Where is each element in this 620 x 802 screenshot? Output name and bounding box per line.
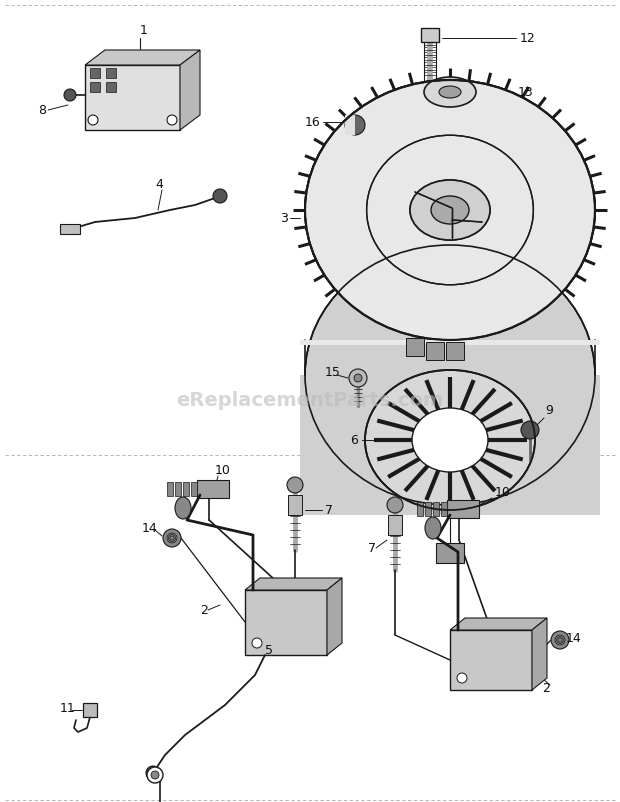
Bar xyxy=(425,502,431,516)
Bar xyxy=(417,502,423,516)
Bar xyxy=(83,703,97,717)
Text: 2: 2 xyxy=(542,682,550,695)
Ellipse shape xyxy=(424,77,476,107)
Circle shape xyxy=(64,89,76,101)
Ellipse shape xyxy=(305,80,595,340)
Ellipse shape xyxy=(431,196,469,224)
Bar xyxy=(421,28,439,42)
Polygon shape xyxy=(245,590,327,655)
Circle shape xyxy=(438,198,462,222)
Circle shape xyxy=(167,115,177,125)
Circle shape xyxy=(151,771,159,779)
Text: eReplacementParts.com: eReplacementParts.com xyxy=(176,391,444,410)
Bar xyxy=(388,515,402,535)
Ellipse shape xyxy=(410,180,490,240)
Text: 11: 11 xyxy=(60,702,76,715)
Ellipse shape xyxy=(175,497,191,519)
Text: 13: 13 xyxy=(518,86,534,99)
Circle shape xyxy=(345,115,365,135)
Circle shape xyxy=(387,497,403,513)
Bar xyxy=(433,502,439,516)
Bar xyxy=(90,68,100,78)
Text: 7: 7 xyxy=(368,541,376,554)
Bar xyxy=(446,342,464,360)
Polygon shape xyxy=(532,618,547,690)
Polygon shape xyxy=(450,630,532,690)
Bar xyxy=(406,338,424,356)
Polygon shape xyxy=(60,224,80,234)
Circle shape xyxy=(551,631,569,649)
Bar xyxy=(167,482,173,496)
Text: 16: 16 xyxy=(304,115,320,128)
Bar xyxy=(175,482,181,496)
Circle shape xyxy=(163,529,181,547)
Bar xyxy=(191,482,197,496)
Polygon shape xyxy=(327,578,342,655)
Text: 10: 10 xyxy=(495,485,511,499)
Circle shape xyxy=(457,673,467,683)
Text: 7: 7 xyxy=(325,504,333,516)
Circle shape xyxy=(252,638,262,648)
Text: 8: 8 xyxy=(38,103,46,116)
Circle shape xyxy=(349,369,367,387)
Text: 10: 10 xyxy=(215,464,231,476)
Circle shape xyxy=(147,767,163,783)
Circle shape xyxy=(354,374,362,382)
Polygon shape xyxy=(180,50,200,130)
Text: 14: 14 xyxy=(142,521,157,534)
Circle shape xyxy=(88,115,98,125)
Circle shape xyxy=(287,477,303,493)
Bar xyxy=(441,502,447,516)
Text: 5: 5 xyxy=(265,643,273,657)
Ellipse shape xyxy=(412,408,488,472)
Bar xyxy=(106,68,116,78)
Polygon shape xyxy=(85,50,200,65)
Circle shape xyxy=(521,421,539,439)
Bar xyxy=(106,82,116,92)
Ellipse shape xyxy=(425,517,441,539)
Circle shape xyxy=(146,766,160,780)
Text: 3: 3 xyxy=(280,212,288,225)
Bar xyxy=(436,543,464,563)
Polygon shape xyxy=(85,65,180,130)
Ellipse shape xyxy=(305,245,595,505)
Bar xyxy=(345,115,355,135)
Text: 2: 2 xyxy=(200,603,208,617)
Text: 1: 1 xyxy=(140,23,148,37)
Bar xyxy=(447,500,479,518)
Text: 9: 9 xyxy=(545,403,553,416)
Ellipse shape xyxy=(365,370,535,510)
Bar xyxy=(288,495,302,515)
Text: 6: 6 xyxy=(350,434,358,447)
Polygon shape xyxy=(245,578,342,590)
Ellipse shape xyxy=(410,180,490,240)
Bar xyxy=(300,375,600,515)
Bar xyxy=(90,82,100,92)
Ellipse shape xyxy=(439,86,461,98)
Bar xyxy=(300,340,600,345)
Bar xyxy=(426,342,444,360)
Text: 15: 15 xyxy=(325,366,341,379)
Text: 4: 4 xyxy=(155,179,163,192)
Ellipse shape xyxy=(431,196,469,224)
Text: 12: 12 xyxy=(520,31,536,44)
Text: 14: 14 xyxy=(566,631,582,645)
Bar xyxy=(197,480,229,498)
Bar xyxy=(183,482,189,496)
Ellipse shape xyxy=(305,80,595,340)
Polygon shape xyxy=(450,618,547,630)
Circle shape xyxy=(213,189,227,203)
